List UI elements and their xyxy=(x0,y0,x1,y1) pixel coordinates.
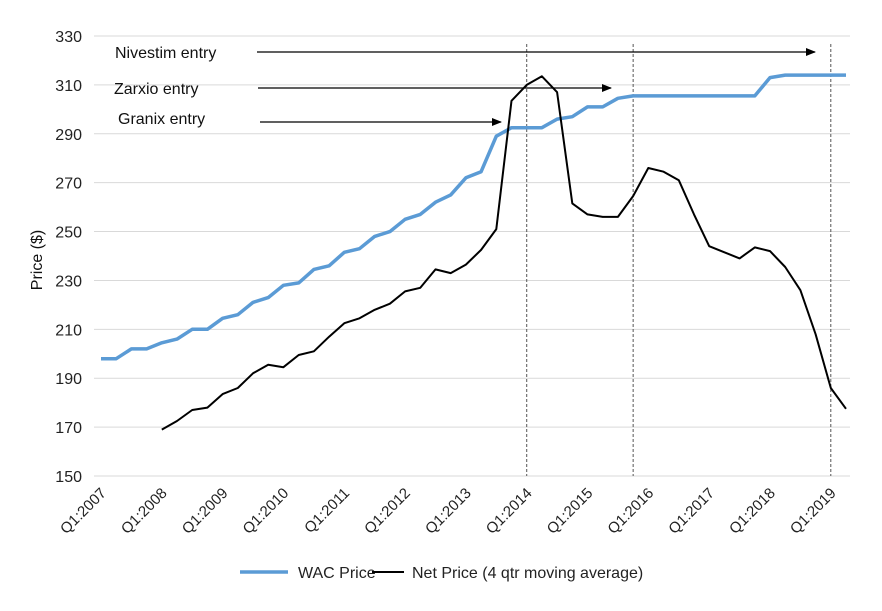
y-tick-label: 230 xyxy=(55,273,82,290)
y-tick-label: 310 xyxy=(55,78,82,95)
y-tick-label: 270 xyxy=(55,176,82,193)
y-axis-ticks: 150 170 190 210 230 250 270 290 310 330 xyxy=(55,29,82,486)
y-axis-label: Price ($) xyxy=(29,230,46,290)
x-tick-label: Q1:2019 xyxy=(787,485,840,538)
x-tick-label: Q1:2014 xyxy=(483,485,536,538)
x-tick-label: Q1:2008 xyxy=(118,485,171,538)
wac-price-line xyxy=(101,73,846,361)
y-tick-label: 330 xyxy=(55,29,82,46)
x-tick-label: Q1:2011 xyxy=(301,485,353,537)
y-tick-label: 290 xyxy=(55,127,82,144)
gridlines xyxy=(94,35,850,477)
net-price-line xyxy=(161,75,847,431)
legend-label: WAC Price xyxy=(298,565,376,582)
annotation-label: Granix entry xyxy=(118,111,205,128)
y-tick-label: 190 xyxy=(55,371,82,388)
annotation-label: Zarxio entry xyxy=(114,81,198,98)
x-tick-label: Q1:2010 xyxy=(240,485,293,538)
x-tick-label: Q1:2007 xyxy=(57,485,110,538)
y-tick-label: 250 xyxy=(55,225,82,242)
y-tick-label: 170 xyxy=(55,420,82,437)
x-tick-label: Q1:2017 xyxy=(665,485,718,538)
x-tick-label: Q1:2013 xyxy=(422,485,475,538)
legend: WAC Price Net Price (4 qtr moving average… xyxy=(240,565,643,582)
series-lines xyxy=(101,73,847,431)
legend-label: Net Price (4 qtr moving average) xyxy=(412,565,643,582)
x-tick-label: Q1:2009 xyxy=(179,485,232,538)
annotation-label: Nivestim entry xyxy=(115,45,216,62)
x-axis-ticks: Q1:2007 Q1:2008 Q1:2009 Q1:2010 Q1:2011 Q1:20… xyxy=(57,485,840,538)
x-tick-label: Q1:2018 xyxy=(726,485,779,538)
annotations: Nivestim entry Zarxio entry Granix entry xyxy=(114,45,816,128)
event-vertical-lines xyxy=(526,44,832,476)
x-tick-label: Q1:2016 xyxy=(604,485,657,538)
x-tick-label: Q1:2015 xyxy=(544,485,597,538)
x-tick-label: Q1:2012 xyxy=(361,485,414,538)
y-tick-label: 150 xyxy=(55,469,82,486)
y-tick-label: 210 xyxy=(55,322,82,339)
